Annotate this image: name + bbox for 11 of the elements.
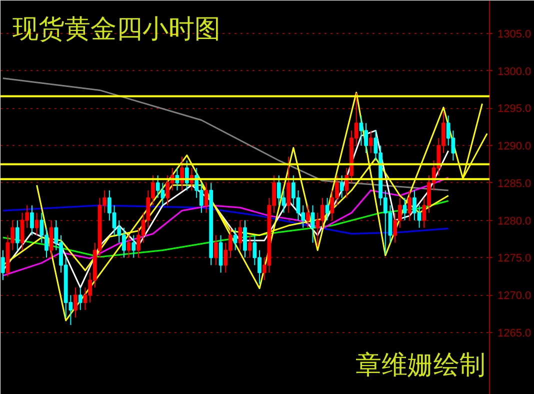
- y-tick-label: 1300.0: [498, 66, 532, 78]
- y-tick-label: 1285.0: [498, 178, 532, 190]
- y-tick-label: 1295.0: [498, 103, 532, 116]
- annotation: 章维姗绘制: [356, 350, 486, 380]
- y-tick-label: 1275.0: [498, 252, 532, 265]
- y-tick-label: 1290.0: [498, 140, 532, 153]
- y-tick-label: 1265.0: [498, 327, 532, 340]
- y-tick-label: 1305.0: [498, 28, 532, 40]
- text: 现货黄金四小时图: [12, 14, 220, 44]
- y-tick-label: 1270.0: [498, 290, 532, 302]
- y-tick-label: 1280.0: [498, 215, 532, 228]
